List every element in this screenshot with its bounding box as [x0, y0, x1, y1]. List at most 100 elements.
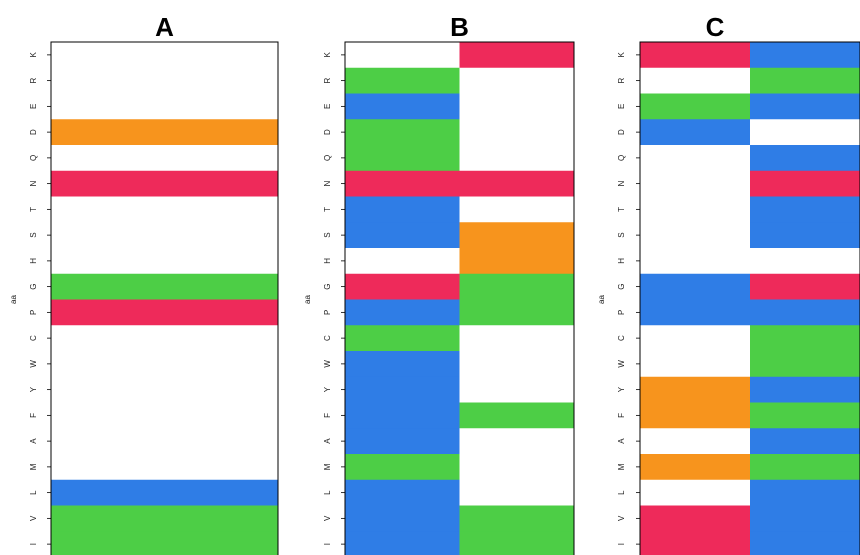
heatmap-cell [459, 428, 575, 455]
heatmap-cell [51, 505, 279, 532]
heatmap-cell [51, 351, 279, 378]
y-tick-label: K [617, 52, 626, 58]
y-tick-label: S [617, 232, 626, 237]
y-tick-label: L [323, 490, 332, 495]
y-tick-label: K [29, 52, 38, 58]
y-tick-label: T [617, 207, 626, 212]
y-tick-label: C [29, 335, 38, 341]
heatmap-cell [51, 196, 279, 223]
y-tick-label: P [29, 310, 38, 315]
heatmap-cell [459, 170, 575, 197]
heatmap-cell [459, 145, 575, 172]
heatmap-cell [459, 505, 575, 532]
heatmap-cell [750, 196, 860, 223]
heatmap-cell [51, 402, 279, 429]
heatmap-cell [345, 351, 460, 378]
heatmap-cell [345, 67, 460, 94]
heatmap-cell [750, 170, 860, 197]
y-tick-label: A [617, 438, 626, 444]
heatmap-cell [345, 196, 460, 223]
heatmap-cell [51, 428, 279, 455]
heatmap-cell [345, 170, 460, 197]
heatmap-cell [345, 402, 460, 429]
y-tick-label: A [29, 438, 38, 444]
heatmap-cell [459, 351, 575, 378]
heatmap-cell [750, 428, 860, 455]
y-tick-label: Y [617, 386, 626, 392]
heatmap-cell [640, 505, 751, 532]
heatmap-cell [51, 145, 279, 172]
y-tick-label: Q [29, 155, 38, 161]
heatmap-cell [51, 325, 279, 352]
y-tick-label: G [323, 284, 332, 290]
y-tick-label: R [29, 78, 38, 84]
y-tick-label: H [323, 258, 332, 264]
heatmap-cell [640, 273, 751, 300]
y-tick-label: G [617, 284, 626, 290]
heatmap-cell [750, 93, 860, 120]
heatmap-cell [345, 531, 460, 555]
heatmap-cell [750, 299, 860, 326]
heatmap-cell [640, 170, 751, 197]
heatmap-cell [345, 325, 460, 352]
heatmap-cell [640, 351, 751, 378]
y-tick-label: I [617, 543, 626, 545]
y-tick-label: M [29, 463, 38, 470]
heatmap-cell [640, 376, 751, 403]
heatmap-cell [750, 376, 860, 403]
heatmap-cell [750, 531, 860, 555]
heatmap-cell [750, 42, 860, 69]
heatmap-cell [640, 145, 751, 172]
heatmap-cell [345, 119, 460, 146]
heatmap-cell [345, 248, 460, 275]
heatmap-cell [750, 222, 860, 249]
y-tick-label: M [617, 463, 626, 470]
y-tick-label: V [617, 515, 626, 521]
y-tick-label: N [29, 181, 38, 187]
heatmap-cell [640, 222, 751, 249]
heatmap-cell [640, 479, 751, 506]
y-tick-label: W [323, 360, 332, 368]
heatmap-cell [345, 454, 460, 481]
heatmap-cell [459, 119, 575, 146]
heatmap-cell [51, 376, 279, 403]
heatmap-cell [51, 42, 279, 69]
heatmap-cell [51, 170, 279, 197]
heatmap-cell [640, 531, 751, 555]
y-tick-label: L [617, 490, 626, 495]
y-tick-label: W [617, 360, 626, 368]
y-tick-label: G [29, 284, 38, 290]
heatmap-cell [51, 531, 279, 555]
heatmap-cell [459, 222, 575, 249]
heatmap-cell [640, 402, 751, 429]
heatmap-cell [459, 299, 575, 326]
heatmap-cell [51, 299, 279, 326]
heatmap-cell [51, 454, 279, 481]
y-tick-label: H [617, 258, 626, 264]
heatmap-cell [51, 222, 279, 249]
heatmap-cell [345, 222, 460, 249]
heatmap-cell [345, 376, 460, 403]
heatmap-cell [459, 454, 575, 481]
heatmap-cell [459, 531, 575, 555]
heatmap-cell [750, 325, 860, 352]
panel-frame [639, 41, 860, 555]
heatmap-cell [459, 67, 575, 94]
heatmap-cell [51, 479, 279, 506]
heatmap-cell [459, 42, 575, 69]
y-tick-label: K [323, 52, 332, 58]
heatmap-cell [750, 479, 860, 506]
heatmap-cell [459, 479, 575, 506]
y-axis-label: aa [597, 295, 606, 304]
heatmap-cell [459, 93, 575, 120]
y-tick-label: R [617, 78, 626, 84]
heatmap-cell [345, 145, 460, 172]
heatmap-cell [459, 325, 575, 352]
heatmap-cell [750, 145, 860, 172]
y-tick-label: F [323, 413, 332, 418]
y-tick-label: Y [323, 386, 332, 392]
heatmap-cell [51, 93, 279, 120]
y-tick-label: R [323, 78, 332, 84]
y-tick-label: E [29, 104, 38, 109]
